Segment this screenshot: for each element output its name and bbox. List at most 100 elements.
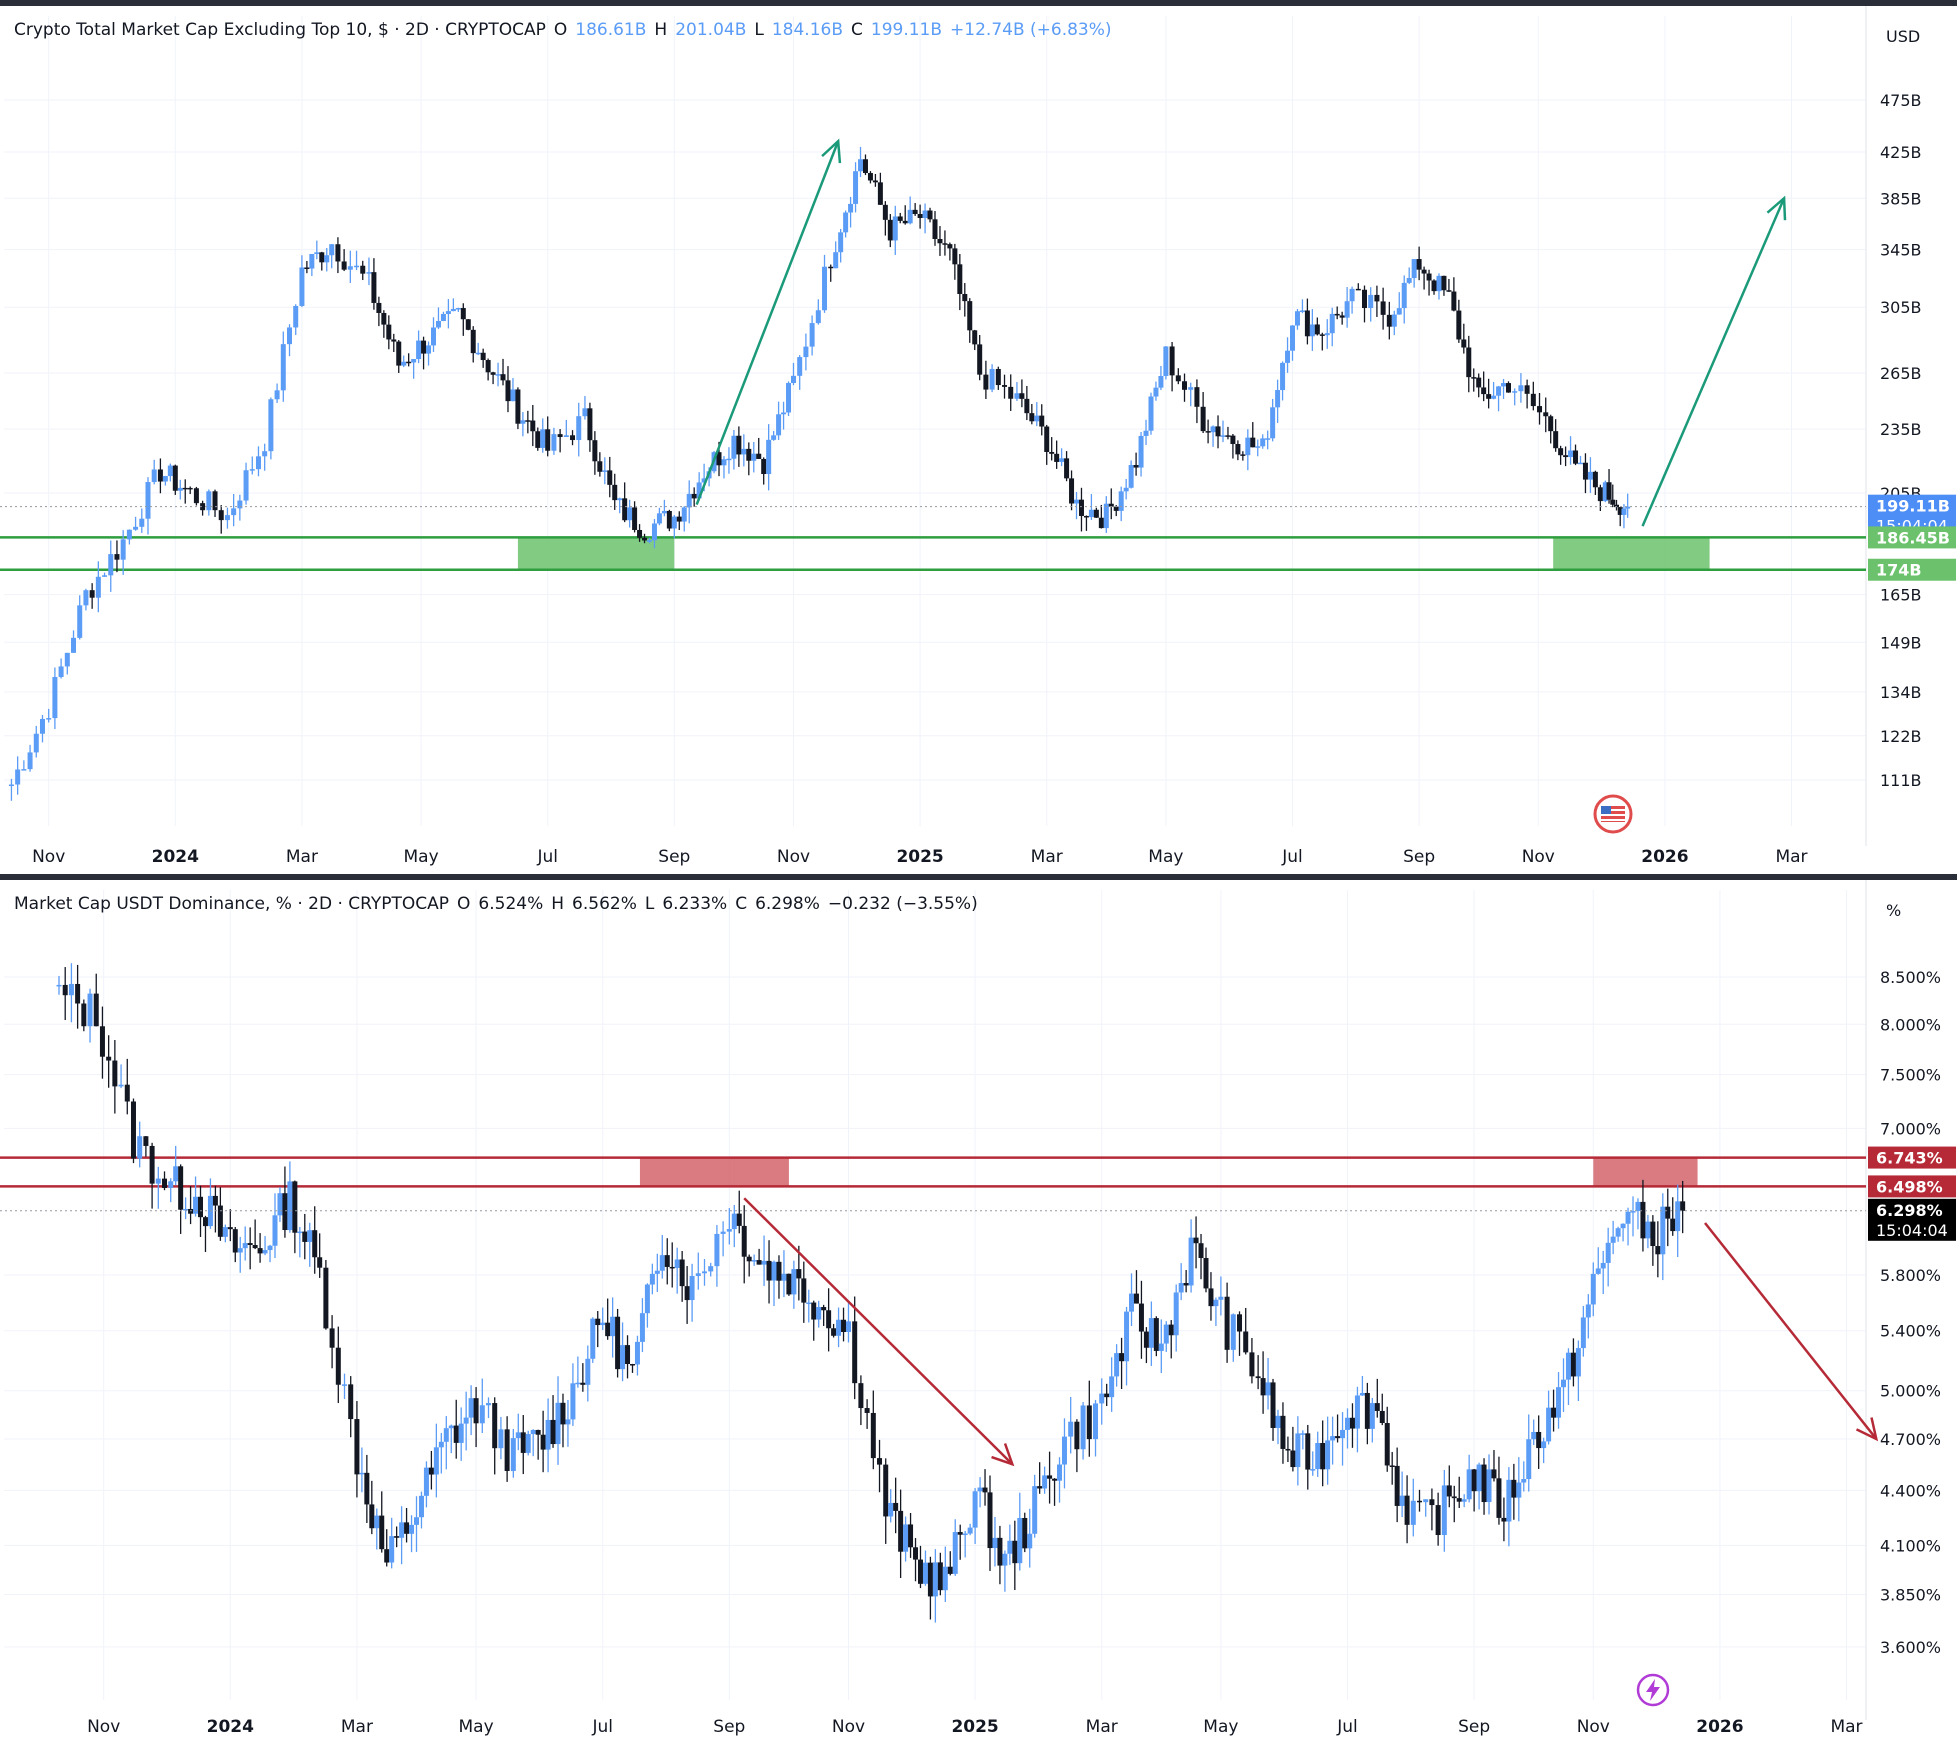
candle-body xyxy=(913,1547,919,1560)
candle-body xyxy=(557,434,563,437)
price-tag[interactable] xyxy=(1868,1175,1956,1198)
candle-body xyxy=(418,1495,424,1518)
candle-body xyxy=(1543,412,1549,417)
candle-body xyxy=(1143,430,1149,436)
candle-body xyxy=(843,212,849,233)
candle-body xyxy=(319,252,325,263)
candle-body xyxy=(766,439,772,475)
candle-body xyxy=(1379,1410,1385,1424)
candle-body xyxy=(515,1432,521,1439)
price-tag[interactable] xyxy=(1868,1198,1956,1241)
market-cap-chart-pane[interactable]: 475B 425B 385B 345B 305B 265B 235B 205B 165B 149B… xyxy=(0,0,1957,872)
trend-arrow-up[interactable] xyxy=(695,140,840,506)
candle-body xyxy=(530,420,536,432)
candle-body xyxy=(756,453,762,459)
candle-body xyxy=(888,1502,894,1517)
trend-arrow-up[interactable] xyxy=(1641,197,1786,527)
candle-body xyxy=(1093,1403,1099,1440)
candle-body xyxy=(1193,1237,1199,1244)
arrow-head-icon xyxy=(821,138,842,164)
candle-body xyxy=(102,575,108,577)
usdt-dominance-chart[interactable]: 8.500% 8.000% 7.500% 7.000% 5.800% 5.400% 5.00… xyxy=(0,880,1957,1742)
candle-body xyxy=(1052,1478,1058,1481)
candle-body xyxy=(708,1266,714,1272)
y-tick-label: 385B xyxy=(1880,189,1922,208)
candle-body xyxy=(1615,1228,1621,1237)
candle-body xyxy=(277,1193,283,1216)
candle-body xyxy=(1124,1311,1130,1362)
trend-arrow-down[interactable] xyxy=(1704,1222,1878,1440)
candle-body xyxy=(133,526,139,530)
candle-body xyxy=(428,1467,434,1475)
candle-body xyxy=(162,476,168,482)
price-tag[interactable] xyxy=(1868,558,1956,581)
candle-body xyxy=(684,1286,690,1301)
candle-body xyxy=(252,1244,258,1249)
candle-body xyxy=(309,253,315,269)
candle-body xyxy=(1416,259,1422,270)
candle-body xyxy=(1491,395,1497,399)
candle-body xyxy=(77,605,83,638)
candle-body xyxy=(1526,1439,1532,1480)
y-tick-label: 5.800% xyxy=(1880,1266,1941,1285)
lightning-icon[interactable] xyxy=(1633,1670,1673,1710)
candle-body xyxy=(977,344,983,375)
candle-body xyxy=(852,1321,858,1384)
candle-body xyxy=(756,1260,762,1265)
candle-body xyxy=(56,984,62,987)
time-axis-label: Mar xyxy=(341,1717,373,1737)
y-tick-label: 3.850% xyxy=(1880,1585,1941,1604)
candle-body xyxy=(701,478,707,483)
trend-arrow-down[interactable] xyxy=(743,1197,1014,1466)
candle-body xyxy=(443,1428,449,1442)
candle-body xyxy=(347,266,353,270)
candle-body xyxy=(1582,462,1588,480)
candle-body xyxy=(701,1271,707,1274)
candle-body xyxy=(942,1566,948,1591)
candle-body xyxy=(786,382,792,413)
candle-body xyxy=(1501,383,1507,387)
price-tag[interactable] xyxy=(1868,526,1956,549)
candle-body xyxy=(1109,1376,1115,1398)
candle-body xyxy=(381,312,387,325)
y-tick-label: 165B xyxy=(1880,586,1922,605)
candle-body xyxy=(610,1316,616,1337)
time-axis-label: 2025 xyxy=(951,1717,998,1737)
candle-body xyxy=(1148,396,1154,431)
candle-body xyxy=(1255,446,1261,448)
candle-body xyxy=(535,431,541,448)
market-cap-close: 199.11B xyxy=(870,20,943,40)
market-cap-change: +12.74B (+6.83%) xyxy=(950,20,1112,40)
candle-body xyxy=(1319,334,1325,336)
candle-body xyxy=(1496,1478,1502,1518)
candle-body xyxy=(450,308,456,312)
candle-body xyxy=(1203,1258,1209,1289)
candle-body xyxy=(1280,362,1286,391)
candle-body xyxy=(872,180,878,183)
us-flag-icon[interactable] xyxy=(1593,794,1633,834)
candle-body xyxy=(1411,259,1417,279)
candle-body xyxy=(1577,462,1583,465)
y-tick-label: 111B xyxy=(1880,771,1922,790)
candle-body xyxy=(445,311,451,314)
candle-body xyxy=(151,469,157,483)
candle-body xyxy=(1551,1407,1557,1418)
candle-body xyxy=(71,637,77,653)
price-tag-value: 199.11B xyxy=(1876,497,1950,516)
candle-body xyxy=(1108,503,1114,507)
candle-body xyxy=(917,214,923,219)
candle-body xyxy=(957,264,963,294)
candle-body xyxy=(475,352,481,355)
time-axis-label: 2026 xyxy=(1641,847,1688,867)
candle-body xyxy=(1617,507,1623,515)
candle-body xyxy=(1585,1304,1591,1318)
candle-body xyxy=(858,1383,864,1409)
candle-body xyxy=(1027,1533,1033,1549)
price-tag[interactable] xyxy=(1868,1146,1956,1169)
candle-body xyxy=(486,1403,492,1406)
time-axis-label: May xyxy=(459,1717,494,1737)
candle-body xyxy=(1451,1496,1457,1499)
candle-body xyxy=(193,488,199,504)
usdt-dominance-chart-pane[interactable]: 8.500% 8.000% 7.500% 7.000% 5.800% 5.400% 5.00… xyxy=(0,874,1957,1742)
market-cap-chart[interactable]: 475B425B385B345B305B265B235B205B165B149B… xyxy=(0,6,1957,872)
